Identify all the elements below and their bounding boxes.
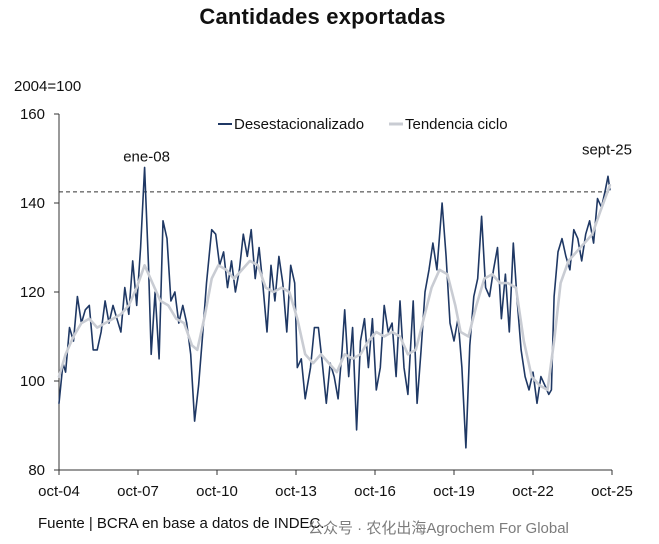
x-tick-label: oct-07 xyxy=(117,483,159,500)
x-tick-label: oct-13 xyxy=(275,483,317,500)
y-tick-label: 160 xyxy=(20,106,45,123)
axes: 80 100 120 140 160 oct-04 oct-07 oct-10 oct-13 oc… xyxy=(20,106,633,500)
legend-label-tendencia-ciclo: Tendencia ciclo xyxy=(405,116,508,133)
annotation-sept-25: sept-25 xyxy=(582,142,632,159)
y-tick-label: 100 xyxy=(20,373,45,390)
watermark-text: 公众号 · 农化出海Agrochem For Global xyxy=(308,520,569,537)
chart-title: Cantidades exportadas xyxy=(199,4,446,29)
y-tick-label: 80 xyxy=(28,462,45,479)
x-tick-label: oct-22 xyxy=(512,483,554,500)
legend: Desestacionalizado Tendencia ciclo xyxy=(218,116,508,133)
series-line-desestacionalizado xyxy=(58,166,611,449)
annotation-layer: ene-08 sept-25 xyxy=(123,142,632,166)
y-axis-unit-label: 2004=100 xyxy=(14,78,82,95)
series-layer xyxy=(57,166,612,449)
x-tick-label: oct-10 xyxy=(196,483,238,500)
x-tick-label: oct-25 xyxy=(591,483,633,500)
legend-label-desestacionalizado: Desestacionalizado xyxy=(234,116,364,133)
x-tick-label: oct-04 xyxy=(38,483,80,500)
y-tick-label: 120 xyxy=(20,284,45,301)
x-tick-label: oct-16 xyxy=(354,483,396,500)
series-line-tendencia-ciclo xyxy=(57,183,612,392)
source-note: Fuente | BCRA en base a datos de INDEC. xyxy=(38,515,325,532)
y-tick-label: 140 xyxy=(20,195,45,212)
x-tick-label: oct-19 xyxy=(433,483,475,500)
annotation-ene-08: ene-08 xyxy=(123,149,170,166)
